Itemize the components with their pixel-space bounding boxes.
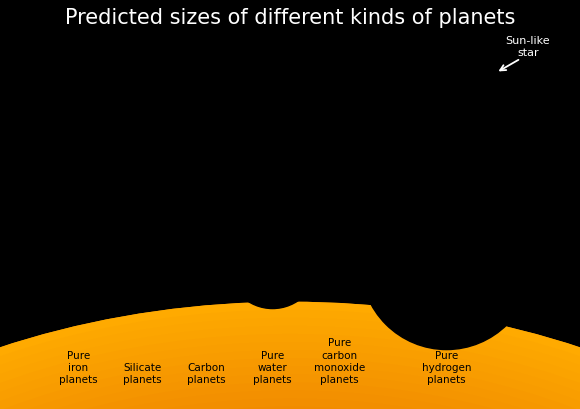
- Ellipse shape: [248, 139, 297, 188]
- Text: 1 M$_\oplus$: 1 M$_\oplus$: [0, 154, 46, 173]
- Text: Pure
carbon
monoxide
planets: Pure carbon monoxide planets: [314, 337, 365, 384]
- Text: Carbon
planets: Carbon planets: [187, 362, 225, 384]
- Circle shape: [0, 383, 580, 409]
- Circle shape: [0, 327, 580, 409]
- Ellipse shape: [62, 147, 95, 180]
- Circle shape: [0, 343, 580, 409]
- Circle shape: [0, 303, 580, 409]
- Ellipse shape: [304, 229, 374, 299]
- Text: Pure
iron
planets: Pure iron planets: [59, 350, 97, 384]
- Ellipse shape: [103, 225, 182, 303]
- Ellipse shape: [384, 101, 509, 226]
- Text: Sun-like
star: Sun-like star: [506, 36, 550, 58]
- Ellipse shape: [227, 219, 318, 309]
- Ellipse shape: [318, 142, 361, 185]
- Text: Silicate
planets: Silicate planets: [123, 362, 161, 384]
- Circle shape: [0, 319, 580, 409]
- Text: 5 M$_\oplus$: 5 M$_\oplus$: [0, 254, 46, 274]
- Ellipse shape: [52, 237, 105, 290]
- Circle shape: [0, 375, 580, 409]
- Text: Predicted sizes of different kinds of planets: Predicted sizes of different kinds of pl…: [65, 9, 515, 28]
- Text: Pure
water
planets: Pure water planets: [253, 350, 292, 384]
- Circle shape: [0, 359, 580, 409]
- Circle shape: [0, 399, 580, 409]
- Circle shape: [0, 391, 580, 409]
- Ellipse shape: [361, 178, 532, 350]
- Circle shape: [0, 407, 580, 409]
- Circle shape: [0, 311, 580, 409]
- Circle shape: [0, 367, 580, 409]
- Text: Pure
hydrogen
planets: Pure hydrogen planets: [422, 350, 472, 384]
- Circle shape: [0, 351, 580, 409]
- Text: 10,000 mi: 10,000 mi: [240, 92, 303, 105]
- Ellipse shape: [185, 143, 227, 184]
- Circle shape: [0, 335, 580, 409]
- Ellipse shape: [118, 139, 166, 188]
- Text: Earth
analog: Earth analog: [84, 73, 119, 94]
- Ellipse shape: [171, 229, 241, 299]
- Circle shape: [0, 303, 580, 409]
